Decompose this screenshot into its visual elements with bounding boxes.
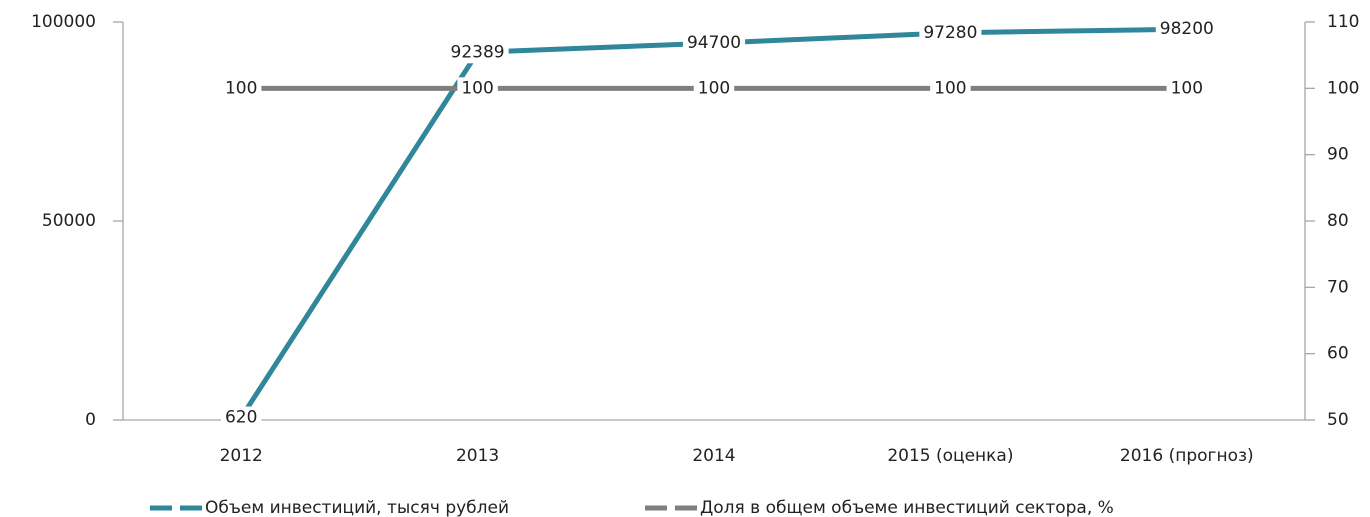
y-tick-label: 0	[85, 410, 96, 430]
y2-tick-label: 70	[1327, 277, 1349, 297]
legend-label: Объем инвестиций, тысяч рублей	[205, 498, 509, 517]
y2-tick-label: 50	[1327, 410, 1349, 430]
x-tick-label: 2012	[220, 446, 263, 466]
x-tick-label: 2016 (прогноз)	[1120, 446, 1254, 466]
legend-label: Доля в общем объеме инвестиций сектора, …	[700, 498, 1114, 517]
y-tick-label: 50000	[42, 211, 96, 231]
label-bg	[457, 77, 498, 100]
label-bg	[1155, 18, 1218, 41]
data-label: 100	[698, 78, 730, 98]
data-label: 97280	[923, 23, 977, 43]
data-label: 92389	[451, 42, 505, 62]
label-bg	[446, 41, 509, 64]
y-tick-label: 100000	[31, 12, 96, 32]
data-label: 100	[1171, 78, 1203, 98]
x-tick-label: 2014	[692, 446, 735, 466]
data-label: 100	[934, 78, 966, 98]
y2-tick-label: 100	[1327, 78, 1359, 98]
y2-tick-label: 90	[1327, 145, 1349, 165]
y2-tick-label: 60	[1327, 344, 1349, 364]
label-bg	[693, 77, 735, 100]
y2-tick-label: 80	[1327, 211, 1349, 231]
x-tick-label: 2015 (оценка)	[887, 446, 1013, 466]
label-bg	[220, 77, 262, 100]
x-tick-label: 2013	[456, 446, 499, 466]
data-label: 94700	[687, 33, 741, 53]
label-bg	[682, 32, 746, 55]
label-bg	[930, 77, 971, 100]
data-label: 620	[225, 408, 257, 428]
data-label: 100	[461, 78, 493, 98]
label-bg	[220, 406, 262, 429]
data-label: 98200	[1160, 19, 1214, 39]
y2-tick-label: 110	[1327, 12, 1359, 32]
label-bg	[1166, 77, 1208, 100]
label-bg	[919, 21, 982, 44]
data-label: 100	[225, 78, 257, 98]
